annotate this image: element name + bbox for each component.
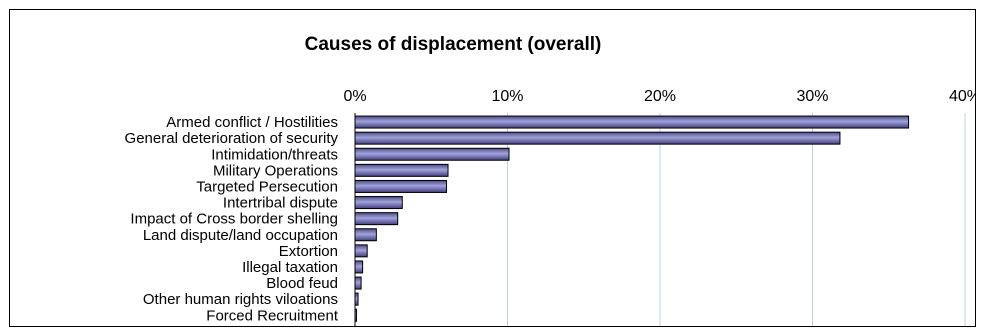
category-label: Illegal taxation [242, 259, 338, 276]
x-tick-label: 0% [343, 88, 366, 105]
category-label: Land dispute/land occupation [143, 227, 338, 244]
x-tick-label: 30% [796, 88, 828, 105]
category-label: Military Operations [213, 162, 338, 179]
bar [354, 179, 447, 193]
category-label: Forced Recruitment [206, 307, 339, 324]
bar [354, 115, 910, 129]
bar [354, 196, 403, 210]
category-label: Intertribal dispute [223, 195, 338, 212]
category-label: Intimidation/threats [211, 146, 338, 163]
x-tick-label: 40% [949, 88, 975, 105]
bar [354, 276, 362, 290]
bars [354, 115, 910, 322]
bar [354, 228, 377, 242]
chart-frame: Causes of displacement (overall) 0% 10% 20… [9, 9, 976, 327]
bar-chart: Causes of displacement (overall) 0% 10% 20… [125, 34, 975, 326]
category-label: General deterioration of security [125, 130, 339, 147]
category-label: Armed conflict / Hostilities [166, 114, 338, 131]
bar [354, 260, 364, 274]
x-tick-label: 10% [491, 88, 523, 105]
chart-title: Causes of displacement (overall) [305, 34, 602, 55]
category-label: Blood feud [266, 275, 338, 292]
x-axis-ticks: 0% 10% 20% 30% 40% [343, 88, 975, 105]
category-label: Extortion [279, 243, 338, 260]
bar [354, 244, 368, 258]
bar [354, 131, 841, 145]
category-label: Targeted Persecution [196, 178, 338, 195]
bar [354, 163, 449, 177]
category-label: Impact of Cross border shelling [130, 211, 338, 228]
bar [354, 212, 399, 226]
category-label: Other human rights viloations [143, 291, 338, 308]
x-tick-label: 20% [644, 88, 676, 105]
bar [354, 147, 510, 161]
gridlines [507, 113, 966, 326]
